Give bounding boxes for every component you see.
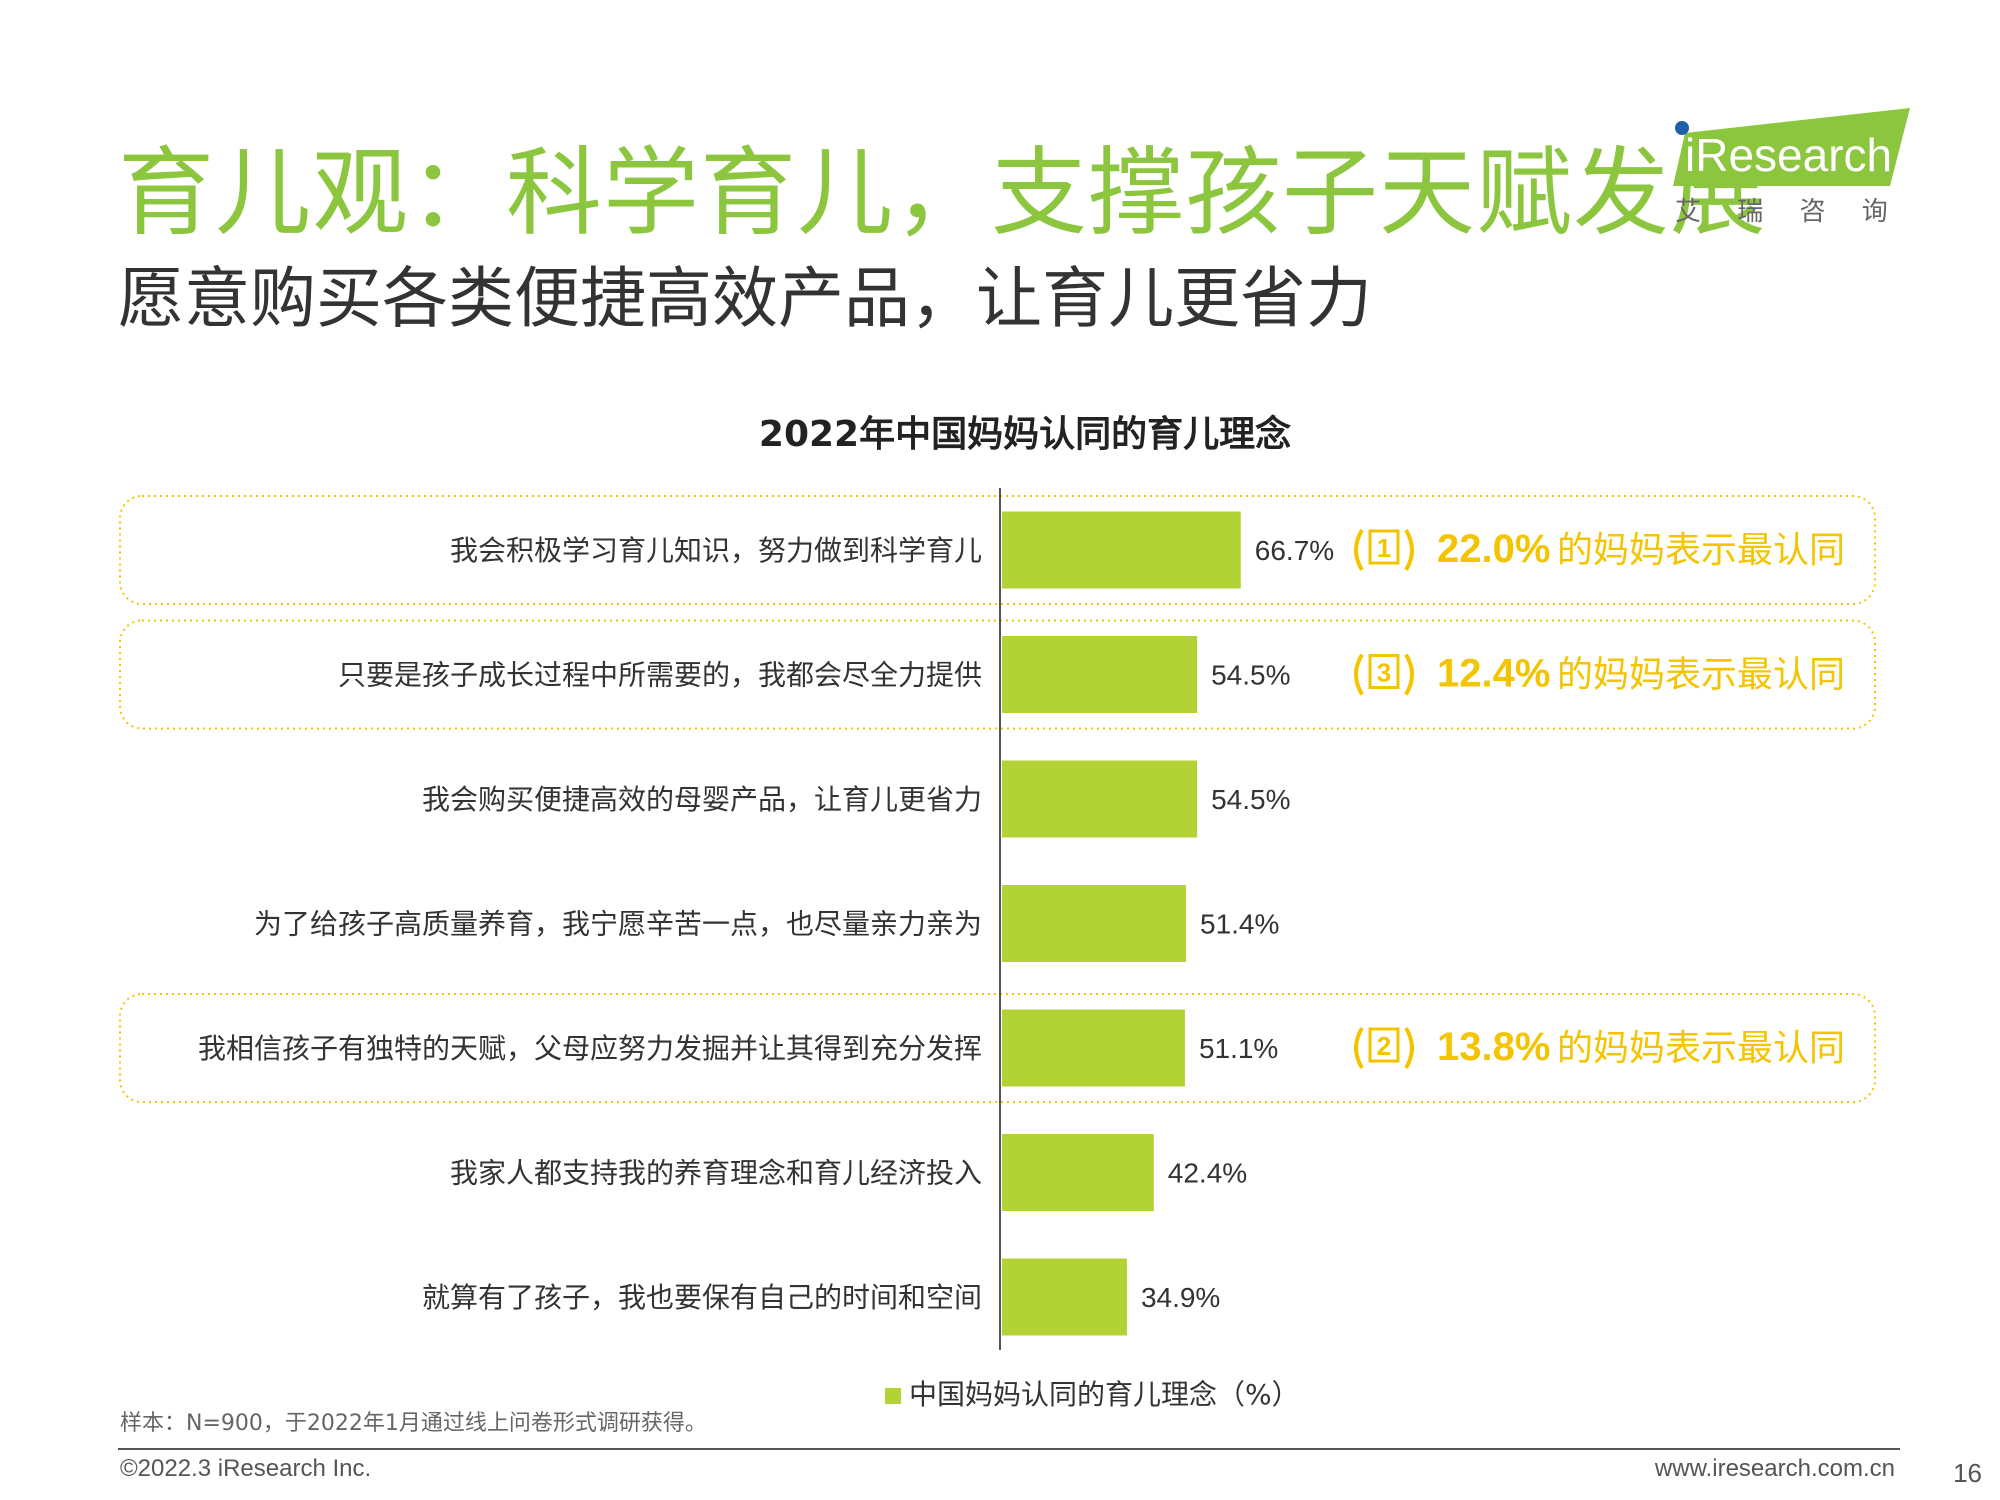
footer-divider bbox=[118, 1448, 1900, 1450]
laurel-right-icon bbox=[1404, 653, 1414, 696]
footer-url: www.iresearch.com.cn bbox=[1654, 1455, 1895, 1482]
annotation-text: 的妈妈表示最认同 bbox=[1557, 1028, 1845, 1069]
rank-number: 2 bbox=[1377, 1031, 1391, 1061]
value-label: 34.9% bbox=[1141, 1282, 1220, 1313]
legend-swatch bbox=[885, 1388, 901, 1404]
sample-note: 样本：N=900，于2022年1月通过线上问卷形式调研获得。 bbox=[120, 1411, 707, 1436]
value-label: 51.4% bbox=[1200, 909, 1279, 940]
chart-legend: 中国妈妈认同的育儿理念（%） bbox=[885, 1373, 1300, 1413]
bar bbox=[1002, 1134, 1154, 1211]
rank-badge bbox=[1368, 654, 1400, 689]
legend-label: 中国妈妈认同的育儿理念（%） bbox=[909, 1378, 1300, 1411]
category-label: 我家人都支持我的养育理念和育儿经济投入 bbox=[450, 1157, 982, 1190]
bar bbox=[1002, 636, 1198, 713]
category-label: 为了给孩子高质量养育，我宁愿辛苦一点，也尽量亲力亲为 bbox=[254, 908, 982, 941]
rank-number: 1 bbox=[1377, 533, 1391, 563]
page-title: 育儿观：科学育儿，支撑孩子天赋发展 bbox=[118, 137, 1767, 249]
laurel-left-icon bbox=[1354, 653, 1364, 696]
category-label: 我相信孩子有独特的天赋，父母应努力发掘并让其得到充分发挥 bbox=[198, 1032, 982, 1065]
bar bbox=[1002, 885, 1187, 962]
highlight-box bbox=[119, 619, 1876, 730]
page-subtitle: 愿意购买各类便捷高效产品，让育儿更省力 bbox=[118, 260, 1372, 337]
logo-brand-text: iResearch bbox=[1685, 129, 1892, 181]
value-label: 42.4% bbox=[1168, 1158, 1247, 1189]
chart-title: 2022年中国妈妈认同的育儿理念 bbox=[758, 414, 1292, 455]
iresearch-logo: iResearch 艾 瑞 咨 询 bbox=[1673, 108, 1910, 227]
laurel-right-icon bbox=[1404, 528, 1414, 572]
annotation-percent: 13.8% bbox=[1437, 1025, 1550, 1069]
value-label: 54.5% bbox=[1211, 784, 1290, 815]
annotation-text: 的妈妈表示最认同 bbox=[1557, 655, 1845, 696]
value-label: 54.5% bbox=[1211, 660, 1290, 691]
laurel-left-icon bbox=[1354, 528, 1364, 572]
logo-tagline: 艾 瑞 咨 询 bbox=[1675, 197, 1902, 227]
bar bbox=[1002, 1009, 1185, 1087]
page-number: 16 bbox=[1953, 1458, 1982, 1488]
bar bbox=[1002, 760, 1198, 838]
bar bbox=[1002, 1258, 1127, 1336]
category-label: 就算有了孩子，我也要保有自己的时间和空间 bbox=[422, 1281, 982, 1314]
rank-badge bbox=[1368, 529, 1400, 565]
laurel-left-icon bbox=[1354, 1026, 1364, 1070]
annotation-text: 的妈妈表示最认同 bbox=[1557, 530, 1845, 571]
category-label: 我会购买便捷高效的母婴产品，让育儿更省力 bbox=[422, 783, 982, 816]
rank-number: 3 bbox=[1377, 658, 1391, 688]
bar bbox=[1002, 511, 1241, 589]
annotation-percent: 22.0% bbox=[1437, 527, 1550, 571]
laurel-right-icon bbox=[1404, 1026, 1414, 1070]
category-label: 我会积极学习育儿知识，努力做到科学育儿 bbox=[450, 534, 982, 567]
highlight-box bbox=[119, 993, 1876, 1103]
rank-badge bbox=[1368, 1027, 1400, 1063]
bar-chart: 我会积极学习育儿知识，努力做到科学育儿 66.7% 只要是孩子成长过程中所需要的，我… bbox=[119, 488, 1876, 1350]
highlight-box bbox=[119, 495, 1876, 605]
copyright: ©2022.3 iResearch Inc. bbox=[120, 1455, 372, 1482]
category-label: 只要是孩子成长过程中所需要的，我都会尽全力提供 bbox=[338, 659, 982, 692]
value-label: 66.7% bbox=[1255, 535, 1334, 566]
value-label: 51.1% bbox=[1199, 1033, 1278, 1064]
annotation-percent: 12.4% bbox=[1437, 652, 1550, 696]
